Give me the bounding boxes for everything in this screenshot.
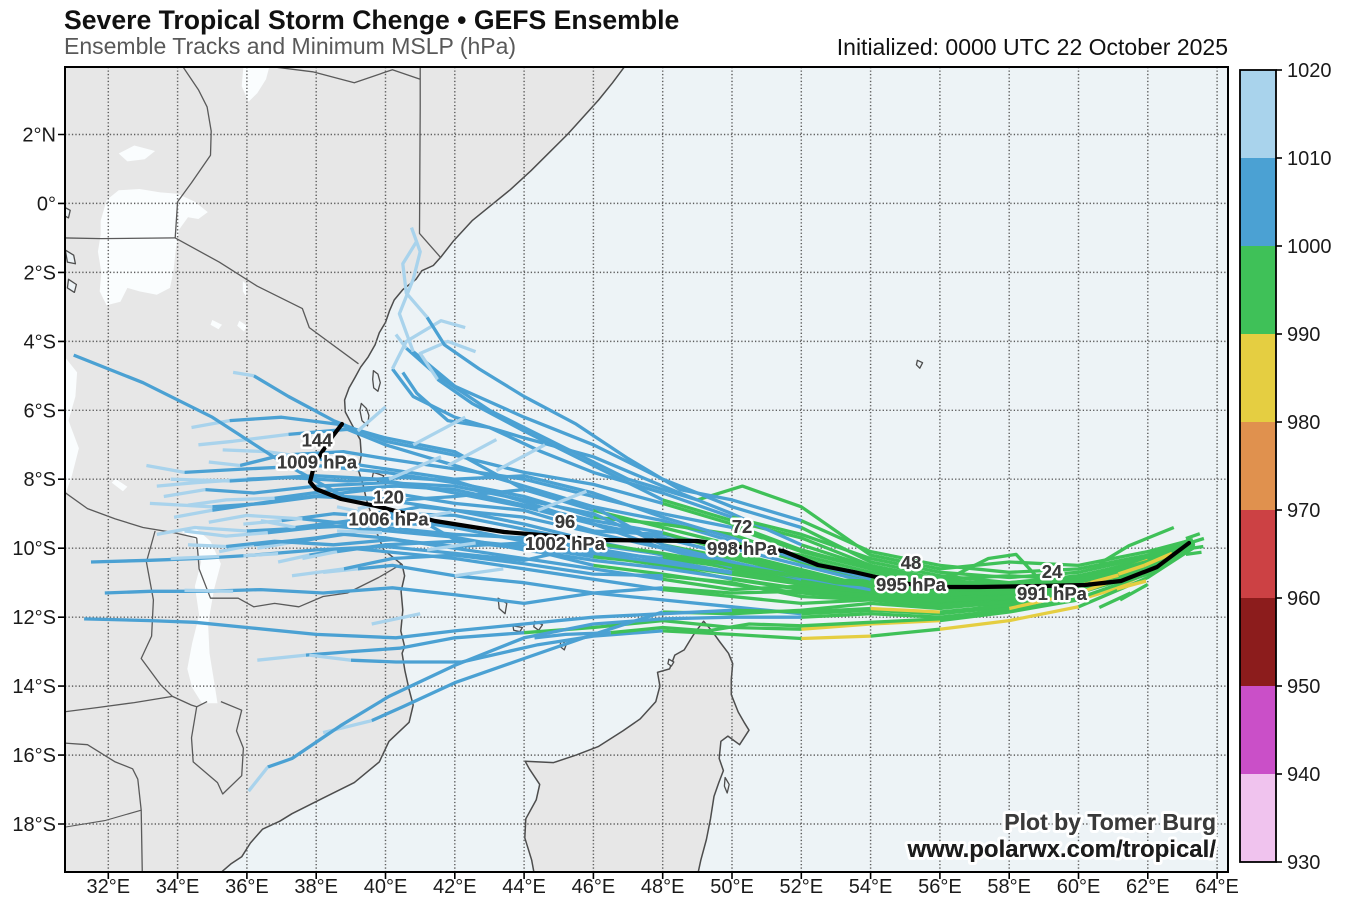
- svg-text:www.polarwx.com/tropical/: www.polarwx.com/tropical/: [906, 836, 1216, 863]
- svg-text:940: 940: [1287, 764, 1320, 786]
- svg-text:64°E: 64°E: [1195, 876, 1239, 898]
- svg-text:Plot by Tomer Burg: Plot by Tomer Burg: [1004, 809, 1216, 835]
- svg-text:96: 96: [555, 511, 576, 532]
- svg-text:144: 144: [302, 430, 334, 451]
- svg-text:998 hPa: 998 hPa: [707, 538, 778, 559]
- svg-text:www.polarwx.com/tropical/: www.polarwx.com/tropical/: [906, 836, 1216, 863]
- svg-text:42°E: 42°E: [433, 876, 477, 898]
- svg-text:60°E: 60°E: [1057, 876, 1101, 898]
- svg-text:48: 48: [901, 552, 922, 573]
- svg-text:34°E: 34°E: [156, 876, 200, 898]
- svg-text:991 hPa: 991 hPa: [1017, 583, 1088, 604]
- svg-text:1000: 1000: [1287, 236, 1332, 258]
- svg-text:Severe Tropical Storm Chenge •: Severe Tropical Storm Chenge • GEFS Ense…: [64, 5, 679, 35]
- svg-text:1020: 1020: [1287, 60, 1332, 82]
- svg-text:950: 950: [1287, 676, 1320, 698]
- svg-text:998 hPa: 998 hPa: [707, 538, 778, 559]
- svg-text:1010: 1010: [1287, 148, 1332, 170]
- svg-text:24: 24: [1042, 561, 1063, 582]
- svg-text:1006 hPa: 1006 hPa: [348, 509, 429, 530]
- svg-text:120: 120: [373, 487, 404, 508]
- svg-text:72: 72: [732, 516, 753, 537]
- svg-text:970: 970: [1287, 500, 1320, 522]
- svg-text:Ensemble Tracks and Minimum MS: Ensemble Tracks and Minimum MSLP (hPa): [64, 33, 516, 59]
- svg-text:38°E: 38°E: [294, 876, 338, 898]
- svg-text:18°S: 18°S: [12, 814, 56, 836]
- svg-text:995 hPa: 995 hPa: [876, 574, 947, 595]
- svg-text:120: 120: [373, 487, 404, 508]
- svg-text:50°E: 50°E: [710, 876, 754, 898]
- svg-text:995 hPa: 995 hPa: [876, 574, 947, 595]
- svg-text:48°E: 48°E: [641, 876, 685, 898]
- svg-text:2°S: 2°S: [24, 262, 56, 284]
- svg-text:36°E: 36°E: [225, 876, 269, 898]
- svg-text:1002 hPa: 1002 hPa: [525, 533, 606, 554]
- svg-text:990: 990: [1287, 324, 1320, 346]
- svg-text:12°S: 12°S: [12, 607, 56, 629]
- svg-text:48: 48: [901, 552, 922, 573]
- svg-text:1002 hPa: 1002 hPa: [525, 533, 606, 554]
- svg-text:8°S: 8°S: [24, 469, 56, 491]
- svg-text:46°E: 46°E: [572, 876, 616, 898]
- svg-text:Initialized: 0000 UTC 22 Octob: Initialized: 0000 UTC 22 October 2025: [837, 34, 1228, 60]
- svg-text:2°N: 2°N: [22, 125, 56, 147]
- svg-text:58°E: 58°E: [987, 876, 1031, 898]
- svg-text:991 hPa: 991 hPa: [1017, 583, 1088, 604]
- svg-text:14°S: 14°S: [12, 676, 56, 698]
- svg-text:52°E: 52°E: [780, 876, 824, 898]
- svg-text:40°E: 40°E: [364, 876, 408, 898]
- svg-text:96: 96: [555, 511, 576, 532]
- svg-text:4°S: 4°S: [24, 331, 56, 353]
- svg-text:1009 hPa: 1009 hPa: [277, 452, 358, 473]
- svg-text:930: 930: [1287, 852, 1320, 874]
- svg-text:960: 960: [1287, 588, 1320, 610]
- svg-text:54°E: 54°E: [849, 876, 893, 898]
- svg-text:Plot by Tomer Burg: Plot by Tomer Burg: [1004, 809, 1216, 835]
- svg-text:32°E: 32°E: [87, 876, 131, 898]
- svg-text:0°: 0°: [37, 193, 56, 215]
- svg-text:72: 72: [732, 516, 753, 537]
- svg-text:6°S: 6°S: [24, 400, 56, 422]
- svg-text:24: 24: [1042, 561, 1063, 582]
- svg-text:16°S: 16°S: [12, 745, 56, 767]
- svg-text:1006 hPa: 1006 hPa: [348, 509, 429, 530]
- svg-text:56°E: 56°E: [918, 876, 962, 898]
- svg-text:10°S: 10°S: [12, 538, 56, 560]
- svg-text:62°E: 62°E: [1126, 876, 1170, 898]
- svg-text:44°E: 44°E: [502, 876, 546, 898]
- svg-text:144: 144: [302, 430, 334, 451]
- svg-text:1009 hPa: 1009 hPa: [277, 452, 358, 473]
- svg-text:980: 980: [1287, 412, 1320, 434]
